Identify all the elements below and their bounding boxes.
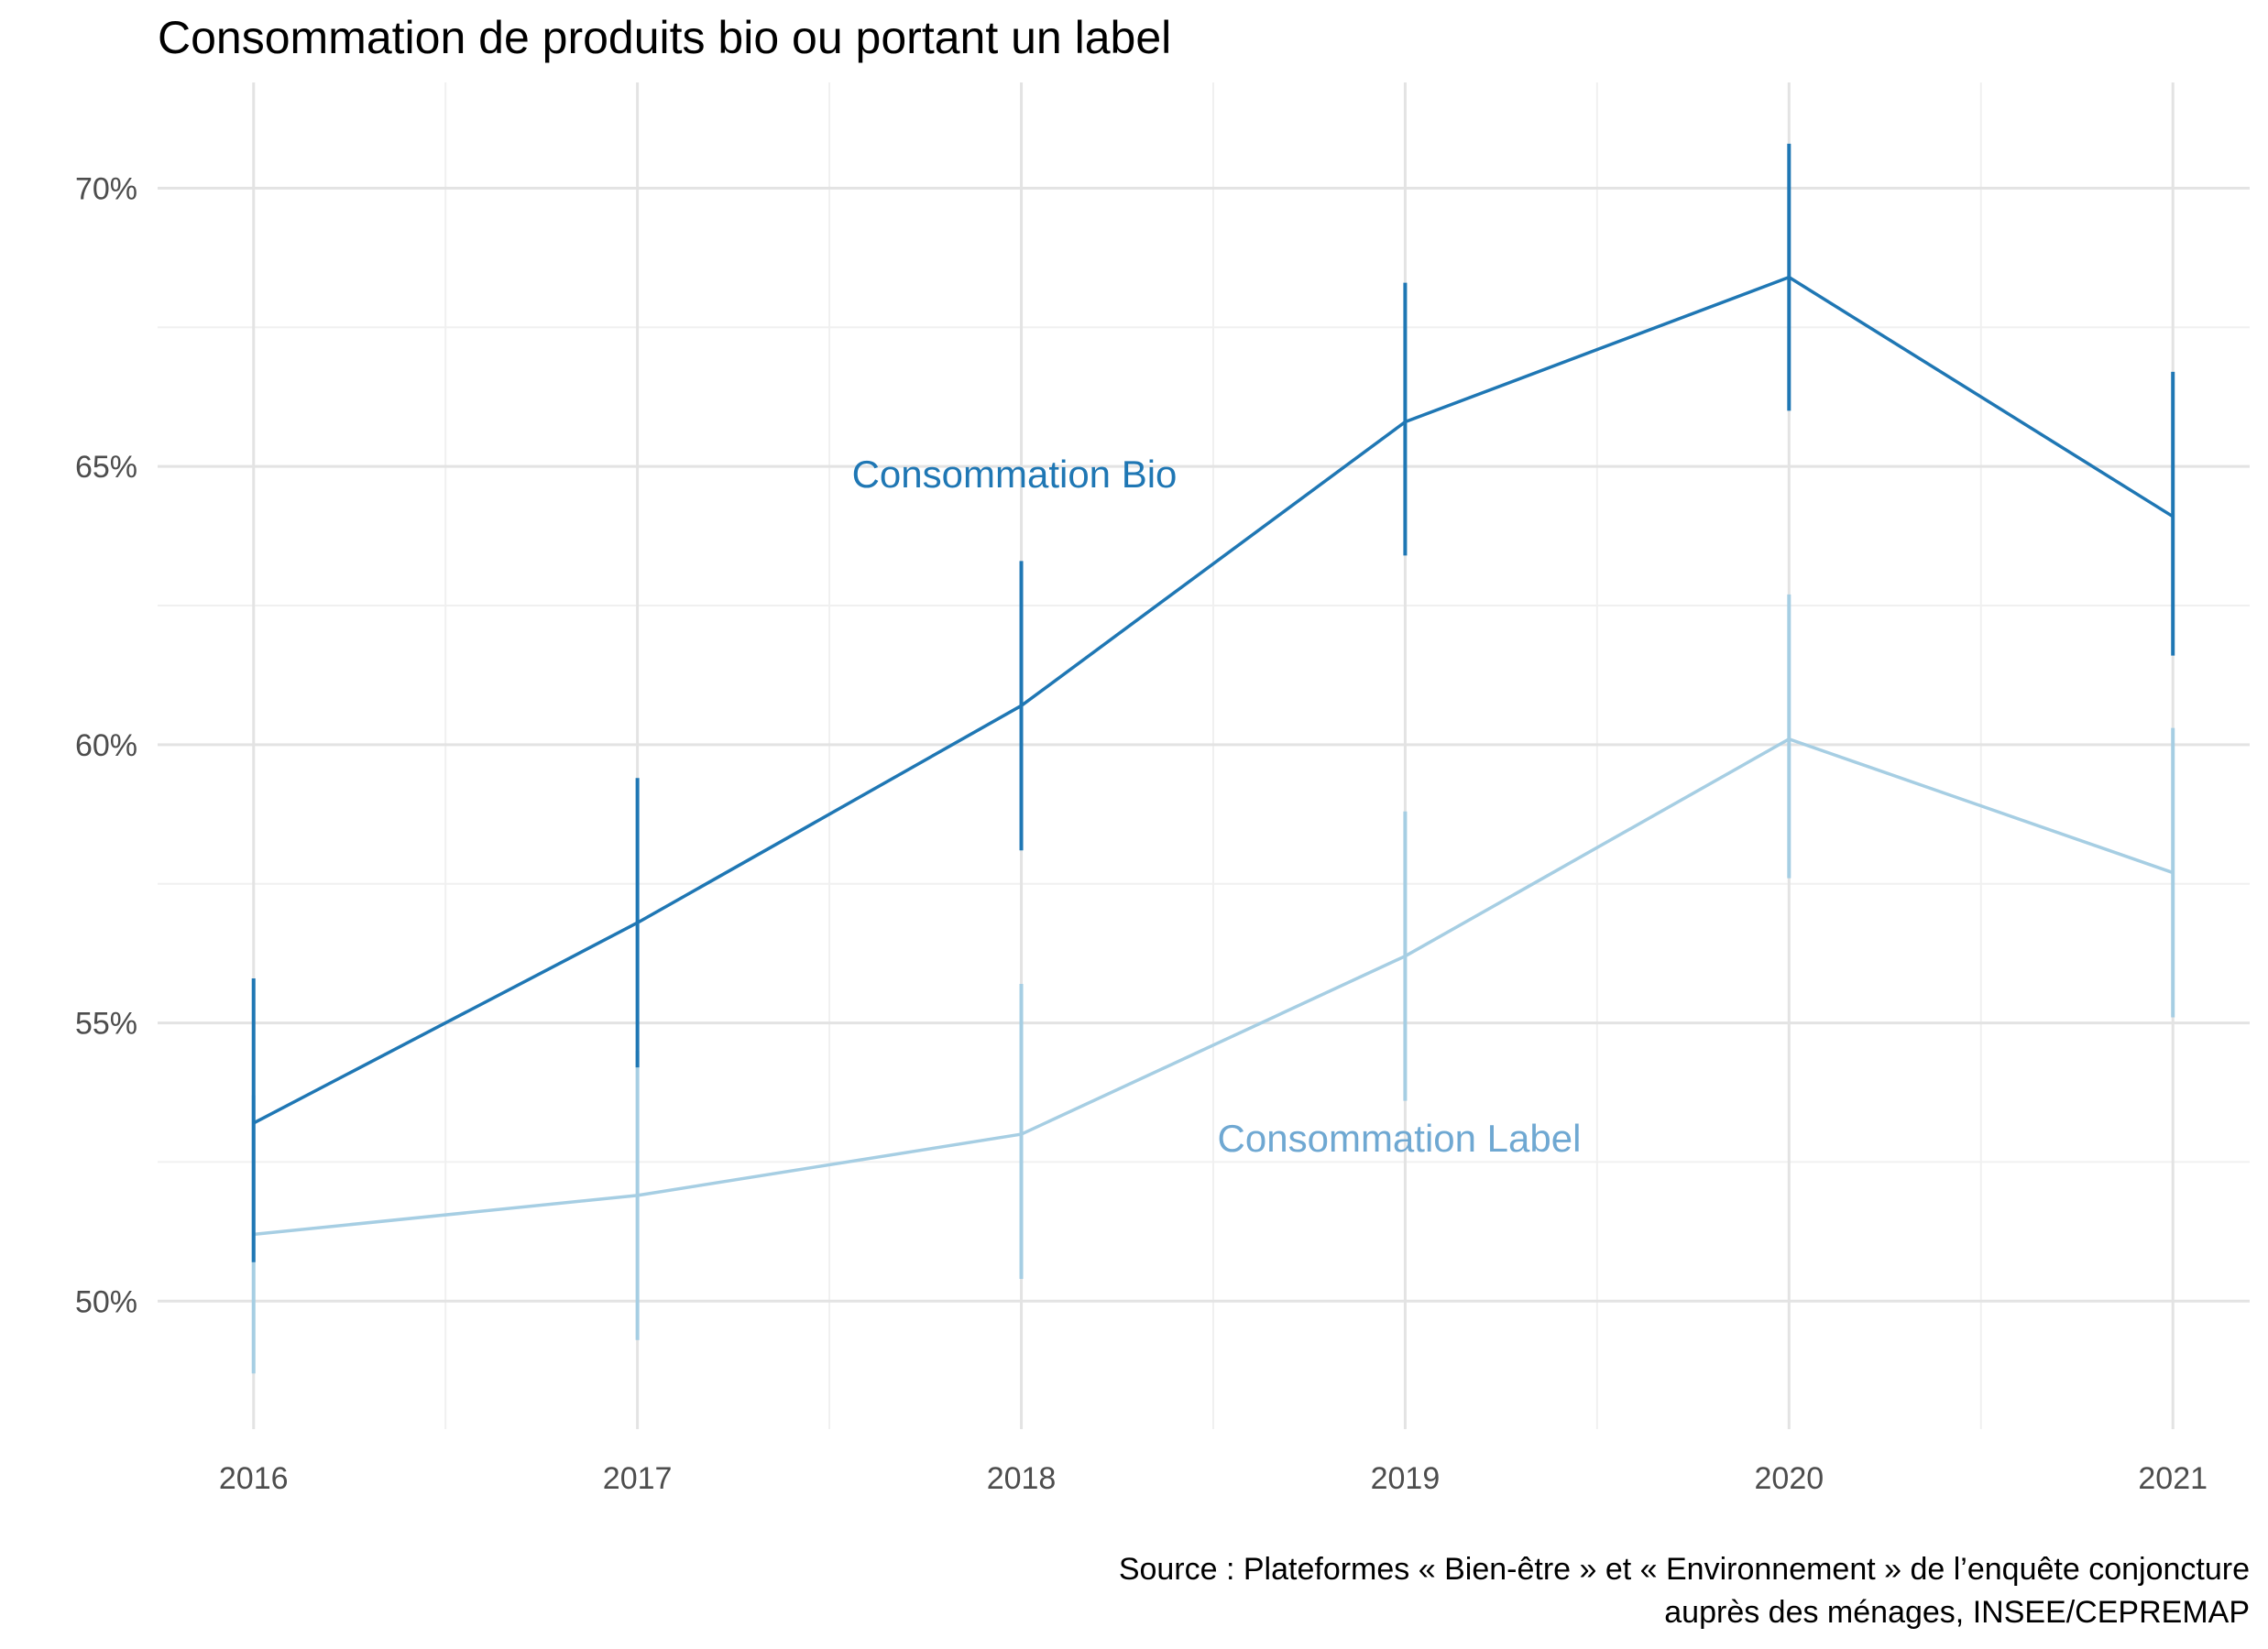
- series-label: Consommation Bio: [852, 453, 1178, 496]
- chart-title: Consommation de produits bio ou portant …: [158, 12, 1172, 63]
- series-labels: Consommation Bio Consommation Label: [852, 453, 1582, 1160]
- major-gridlines: [158, 82, 2250, 1429]
- x-tick-label: 2019: [1371, 1461, 1441, 1496]
- x-tick-label: 2018: [987, 1461, 1057, 1496]
- series-consommation-label: [251, 594, 2175, 1374]
- y-tick-label: 70%: [75, 171, 137, 206]
- series-line: [253, 737, 2174, 1237]
- y-tick-label: 65%: [75, 450, 137, 485]
- y-tick-label: 55%: [75, 1007, 137, 1042]
- x-tick-label: 2021: [2138, 1461, 2208, 1496]
- source-line-2: auprès des ménages, INSEE/CEPREMAP: [1664, 1595, 2250, 1630]
- y-tick-label: 60%: [75, 728, 137, 763]
- x-tick-label: 2017: [603, 1461, 673, 1496]
- source-line-1: Source : Plateformes « Bien-être » et « …: [1118, 1552, 2250, 1587]
- y-axis-ticks: 50% 55% 60% 65% 70%: [75, 171, 137, 1319]
- x-tick-label: 2016: [219, 1461, 289, 1496]
- minor-gridlines: [158, 82, 2250, 1429]
- x-tick-label: 2020: [1755, 1461, 1824, 1496]
- series-consommation-bio: [251, 143, 2175, 1262]
- series-line: [252, 275, 2175, 1125]
- series-label: Consommation Label: [1218, 1117, 1582, 1160]
- x-axis-ticks: 2016 2017 2018 2019 2020 2021: [219, 1461, 2208, 1496]
- y-tick-label: 50%: [75, 1284, 137, 1319]
- source-note: Source : Plateformes « Bien-être » et « …: [1119, 1548, 2250, 1634]
- series-layer: [251, 143, 2175, 1374]
